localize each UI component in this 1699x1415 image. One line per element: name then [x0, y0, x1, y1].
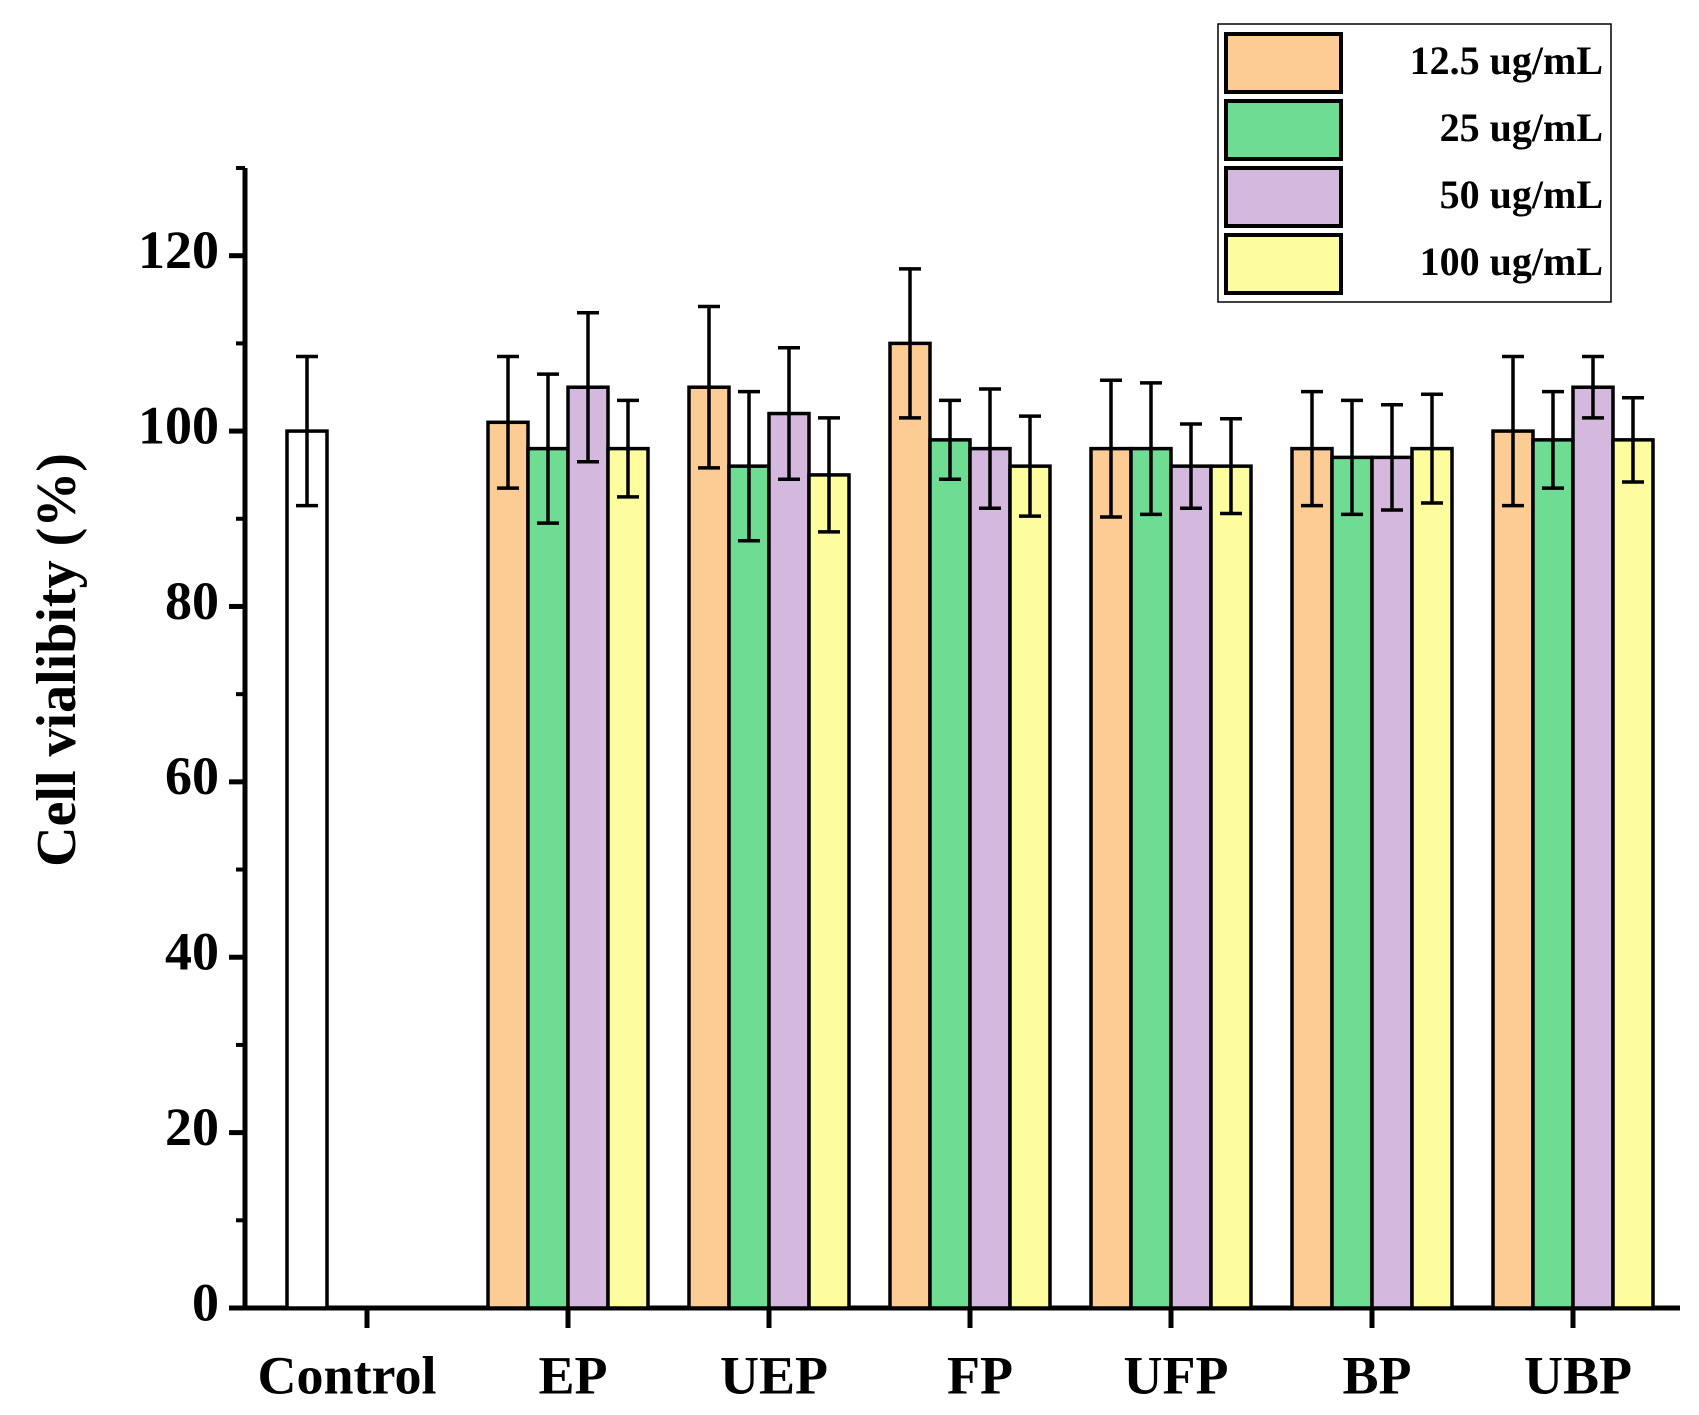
x-tick-label: Control	[257, 1345, 436, 1405]
x-tick-label: BP	[1342, 1345, 1411, 1405]
bar	[687, 385, 731, 1310]
x-tick-label: UFP	[1124, 1345, 1229, 1405]
bar	[606, 446, 650, 1310]
bar	[1611, 438, 1655, 1310]
x-tick-label: UEP	[720, 1345, 828, 1405]
bar	[285, 429, 329, 1310]
bar	[486, 420, 530, 1310]
y-axis-label: Cell vialibity (%)	[26, 453, 88, 867]
bar	[1330, 455, 1374, 1310]
y-tick-label: 20	[165, 1097, 219, 1157]
legend-label: 12.5 ug/mL	[1410, 38, 1603, 83]
bar	[1491, 429, 1535, 1310]
legend-swatch	[1224, 233, 1343, 295]
bar	[1531, 438, 1575, 1310]
bar	[727, 464, 771, 1310]
bar	[566, 385, 610, 1310]
bar	[1290, 446, 1334, 1310]
legend-label: 50 ug/mL	[1440, 172, 1603, 217]
x-tick-label: FP	[947, 1345, 1013, 1405]
y-tick-label: 0	[192, 1272, 219, 1332]
legend-label: 25 ug/mL	[1440, 105, 1603, 150]
bar	[968, 446, 1012, 1310]
legend-label: 100 ug/mL	[1420, 239, 1603, 284]
bar	[1370, 455, 1414, 1310]
y-tick-label: 100	[138, 395, 219, 455]
y-tick-label: 80	[165, 571, 219, 631]
y-tick-label: 40	[165, 922, 219, 982]
y-tick-label: 120	[138, 220, 219, 280]
bar	[767, 411, 811, 1310]
y-tick-label: 60	[165, 746, 219, 806]
legend-swatch	[1224, 99, 1343, 161]
bar	[888, 341, 932, 1310]
bar	[1169, 464, 1213, 1310]
x-tick-label: UBP	[1524, 1345, 1632, 1405]
legend-swatch	[1224, 32, 1343, 94]
bar	[1008, 464, 1052, 1310]
bar	[807, 473, 851, 1310]
x-tick-label: EP	[538, 1345, 607, 1405]
legend-swatch	[1224, 166, 1343, 228]
bar	[1209, 464, 1253, 1310]
bar	[1129, 446, 1173, 1310]
bar	[526, 446, 570, 1310]
bar	[928, 438, 972, 1310]
bar	[1571, 385, 1615, 1310]
bar	[1089, 446, 1133, 1310]
bar	[1410, 446, 1454, 1310]
